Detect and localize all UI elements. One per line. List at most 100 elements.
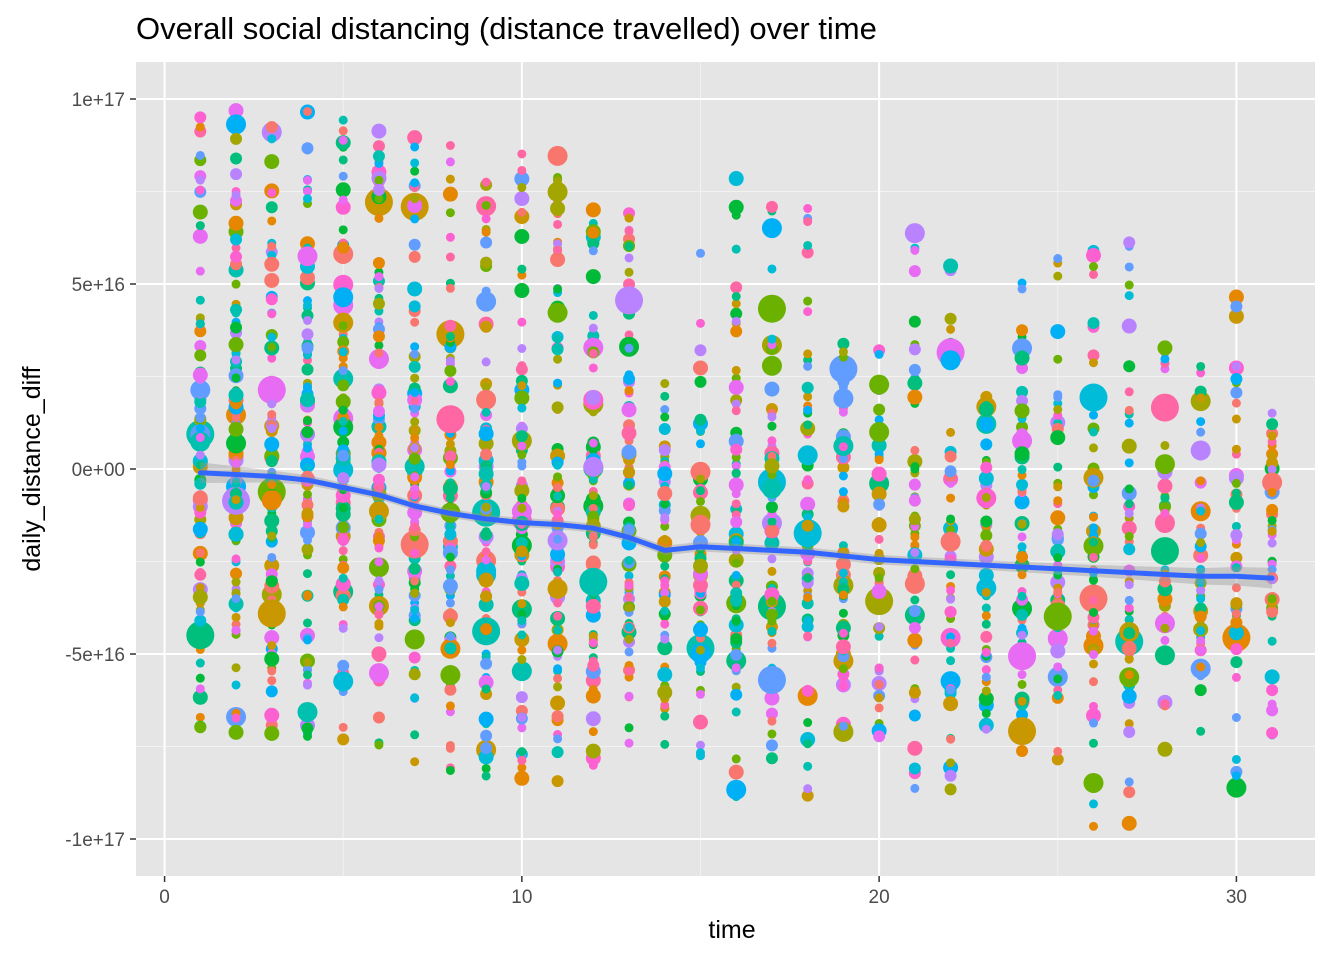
data-point	[408, 250, 421, 263]
data-point	[1267, 565, 1277, 575]
data-point	[337, 335, 350, 348]
data-point	[908, 478, 921, 491]
data-point	[338, 353, 348, 363]
data-point	[1230, 597, 1243, 610]
data-point	[838, 608, 848, 618]
data-point	[588, 631, 598, 641]
data-point	[517, 165, 527, 175]
data-point	[517, 493, 527, 503]
data-point	[588, 363, 598, 373]
x-tick-label: 20	[869, 887, 890, 908]
data-point	[692, 360, 708, 376]
data-point	[587, 226, 600, 239]
data-point	[1043, 602, 1072, 631]
data-point	[195, 583, 205, 593]
data-point	[514, 390, 530, 406]
data-point	[1160, 635, 1170, 645]
data-point	[588, 656, 598, 666]
data-point	[692, 558, 708, 574]
data-point	[981, 724, 991, 734]
data-point	[871, 486, 887, 502]
data-point	[1016, 550, 1029, 563]
data-point	[946, 656, 956, 666]
data-point	[257, 599, 286, 628]
data-point	[371, 646, 387, 662]
data-point	[624, 571, 634, 581]
data-point	[436, 405, 465, 434]
data-point	[267, 332, 277, 342]
data-point	[194, 349, 207, 362]
data-point	[767, 596, 777, 606]
data-point	[231, 625, 241, 635]
data-point	[731, 663, 741, 673]
data-point	[731, 461, 741, 471]
data-point	[478, 466, 494, 482]
data-point	[480, 320, 493, 333]
data-point	[835, 556, 851, 572]
data-point	[1124, 777, 1134, 787]
data-point	[337, 533, 350, 546]
data-point	[481, 407, 491, 417]
data-point	[731, 754, 741, 764]
data-point	[871, 437, 887, 453]
data-point	[874, 349, 884, 359]
data-point	[374, 601, 384, 611]
data-point	[445, 356, 455, 366]
data-point	[192, 689, 208, 705]
data-point	[195, 295, 205, 305]
data-point	[1017, 284, 1027, 294]
data-point	[553, 460, 563, 470]
data-point	[1160, 441, 1170, 451]
data-point	[338, 347, 348, 357]
data-point	[767, 436, 777, 446]
data-point	[981, 647, 991, 657]
data-point	[838, 347, 848, 357]
data-point	[730, 516, 743, 529]
data-point	[302, 489, 312, 499]
data-point	[553, 598, 563, 608]
data-point	[230, 152, 243, 165]
data-point	[338, 135, 348, 145]
data-point	[444, 450, 457, 463]
data-point	[410, 693, 420, 703]
data-point	[731, 580, 741, 590]
data-point	[194, 395, 207, 408]
data-point	[660, 606, 670, 616]
data-point	[547, 578, 568, 599]
data-point	[302, 635, 312, 645]
data-point	[514, 483, 530, 499]
data-point	[481, 547, 491, 557]
data-point	[908, 605, 921, 618]
data-point	[731, 299, 741, 309]
data-point	[837, 337, 850, 350]
data-point	[660, 700, 670, 710]
data-point	[480, 528, 493, 541]
data-point	[410, 158, 420, 168]
data-point	[231, 413, 241, 423]
data-point	[195, 413, 205, 423]
data-point	[874, 693, 884, 703]
data-point	[1194, 610, 1207, 623]
data-point	[838, 454, 848, 464]
data-point	[553, 734, 563, 744]
data-point	[910, 655, 920, 665]
data-point	[731, 570, 741, 580]
data-point	[1088, 262, 1098, 272]
data-point	[517, 450, 527, 460]
data-point	[660, 711, 670, 721]
data-point	[1267, 699, 1277, 709]
data-point	[981, 587, 991, 597]
data-point	[228, 526, 244, 542]
data-point	[624, 555, 634, 565]
data-point	[231, 373, 241, 383]
data-point	[623, 524, 636, 537]
data-point	[231, 713, 241, 723]
data-point	[514, 770, 530, 786]
data-point	[1231, 444, 1241, 454]
data-point	[910, 462, 920, 472]
data-point	[517, 655, 527, 665]
data-point	[1014, 494, 1030, 510]
data-point	[445, 552, 455, 562]
data-point	[553, 354, 563, 364]
data-point	[374, 272, 384, 282]
